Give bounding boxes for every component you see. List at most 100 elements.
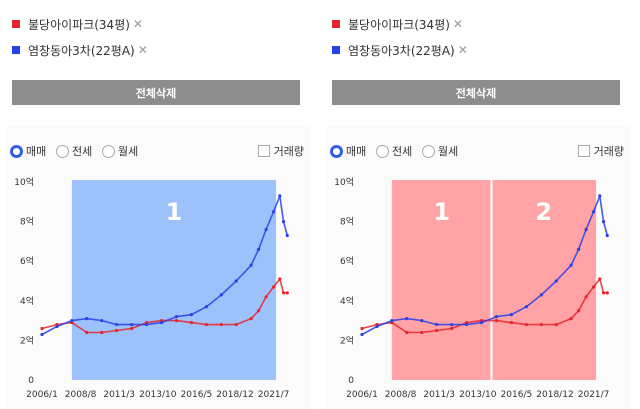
- radio-jeonse-label: 전세: [392, 145, 413, 158]
- red-square-icon: [332, 20, 340, 28]
- radio-unselected-icon: [56, 144, 69, 158]
- data-point-blue: [174, 315, 179, 319]
- data-point-blue: [144, 322, 149, 327]
- data-point-blue: [605, 233, 609, 238]
- data-point-blue: [70, 319, 74, 323]
- data-point-red: [509, 320, 514, 325]
- data-point-red: [40, 326, 44, 331]
- y-tick-label: 0: [28, 376, 34, 386]
- blue-square-icon: [332, 46, 340, 54]
- blue-square-icon: [12, 46, 20, 54]
- remove-item-button[interactable]: ✕: [452, 17, 463, 31]
- x-tick-label: 2008/8: [65, 390, 97, 400]
- data-point-red: [569, 317, 573, 321]
- y-tick-label: 10억: [334, 176, 354, 188]
- data-point-blue: [234, 279, 238, 283]
- delete-all-button[interactable]: 전체삭제: [12, 80, 300, 105]
- data-point-blue: [524, 305, 528, 309]
- data-point-red: [281, 291, 286, 295]
- radio-monthly[interactable]: 월세: [422, 143, 458, 159]
- data-point-red: [219, 322, 223, 327]
- data-point-red: [130, 326, 134, 331]
- data-point-blue: [204, 305, 208, 309]
- delete-all-button[interactable]: 전체삭제: [332, 80, 620, 105]
- data-point-blue: [85, 317, 89, 321]
- period-band: [491, 180, 597, 380]
- data-point-red: [450, 326, 454, 331]
- data-point-red: [605, 291, 609, 295]
- data-point-red: [285, 291, 289, 295]
- compare-panel-right: 불당아이파크(34평) ✕ 염창동아3차(22평A) ✕ 전체삭제 매매 전세 …: [320, 0, 630, 409]
- data-point-red: [584, 295, 588, 299]
- data-point-red: [278, 277, 282, 281]
- x-tick-label: 2013/10: [139, 390, 177, 400]
- data-point-red: [494, 319, 499, 323]
- radio-jeonse[interactable]: 전세: [56, 143, 92, 159]
- data-point-blue: [450, 322, 454, 327]
- data-point-red: [85, 330, 89, 335]
- data-point-blue: [55, 324, 59, 329]
- compare-item-label: 불당아이파크(34평): [28, 17, 130, 32]
- data-point-red: [601, 291, 606, 295]
- x-tick-label: 2011/3: [423, 390, 455, 400]
- data-point-red: [204, 322, 208, 327]
- data-point-blue: [219, 293, 223, 297]
- volume-checkbox[interactable]: 거래량: [257, 143, 304, 159]
- price-chart[interactable]: 1 0 2억 4억 6억 8억 10억 2006/1 2008/8 2011/3 2013/10 20…: [0, 170, 310, 409]
- radio-jeonse[interactable]: 전세: [376, 143, 412, 159]
- data-point-blue: [249, 263, 253, 267]
- radio-unselected-icon: [102, 144, 115, 158]
- x-tick-label: 2021/7: [578, 390, 610, 400]
- x-tick-label: 2006/1: [346, 390, 378, 400]
- price-chart[interactable]: 1 2 0 2억 4억 6억 8억 10억 2006/1 2008/8 2011/3 2013/10 2…: [320, 170, 630, 409]
- volume-checkbox[interactable]: 거래량: [577, 143, 624, 159]
- data-point-red: [264, 295, 268, 299]
- radio-selected-icon: [330, 144, 343, 158]
- data-point-blue: [271, 210, 276, 214]
- radio-monthly-label: 월세: [438, 145, 459, 158]
- compare-item: 불당아이파크(34평) ✕: [332, 14, 463, 34]
- compare-panel-left: 불당아이파크(34평) ✕ 염창동아3차(22평A) ✕ 전체삭제 매매 전세 …: [0, 0, 310, 409]
- data-point-red: [271, 285, 276, 289]
- data-point-blue: [554, 279, 558, 283]
- data-point-red: [234, 322, 238, 327]
- radio-sale[interactable]: 매매: [330, 143, 366, 159]
- compare-item: 염창동아3차(22평A) ✕: [12, 40, 148, 60]
- data-point-blue: [278, 194, 282, 198]
- x-tick-label: 2016/5: [181, 390, 213, 400]
- data-point-blue: [40, 332, 44, 337]
- compare-item-label: 염창동아3차(22평A): [28, 43, 135, 58]
- x-tick-label: 2008/8: [385, 390, 417, 400]
- remove-item-button[interactable]: ✕: [457, 43, 468, 57]
- remove-item-button[interactable]: ✕: [137, 43, 148, 57]
- data-point-blue: [435, 322, 439, 327]
- data-point-blue: [464, 322, 469, 327]
- x-tick-label: 2018/12: [216, 390, 253, 400]
- data-point-blue: [577, 247, 581, 251]
- radio-jeonse-label: 전세: [72, 145, 93, 158]
- compare-item: 불당아이파크(34평) ✕: [12, 14, 143, 34]
- data-point-blue: [591, 210, 596, 214]
- data-point-red: [405, 330, 409, 335]
- remove-item-button[interactable]: ✕: [132, 17, 143, 31]
- data-point-blue: [189, 313, 194, 317]
- radio-monthly[interactable]: 월세: [102, 143, 138, 159]
- y-tick-label: 8억: [340, 216, 354, 228]
- compare-item-label: 염창동아3차(22평A): [348, 43, 455, 58]
- radio-sale-label: 매매: [346, 145, 367, 158]
- data-point-blue: [584, 227, 588, 232]
- compare-list: 불당아이파크(34평) ✕ 염창동아3차(22평A) ✕ 전체삭제: [320, 0, 630, 110]
- period-band-label: 1: [166, 198, 183, 226]
- y-tick-label: 2억: [340, 334, 354, 346]
- data-point-blue: [420, 319, 424, 323]
- data-point-blue: [405, 317, 409, 321]
- data-point-red: [524, 322, 528, 327]
- data-point-blue: [509, 313, 514, 317]
- radio-unselected-icon: [376, 144, 389, 158]
- y-tick-label: 4억: [20, 295, 34, 307]
- data-point-red: [249, 317, 253, 321]
- radio-monthly-label: 월세: [118, 145, 139, 158]
- radio-sale[interactable]: 매매: [10, 143, 46, 159]
- data-point-red: [539, 322, 543, 327]
- radio-selected-icon: [10, 144, 23, 158]
